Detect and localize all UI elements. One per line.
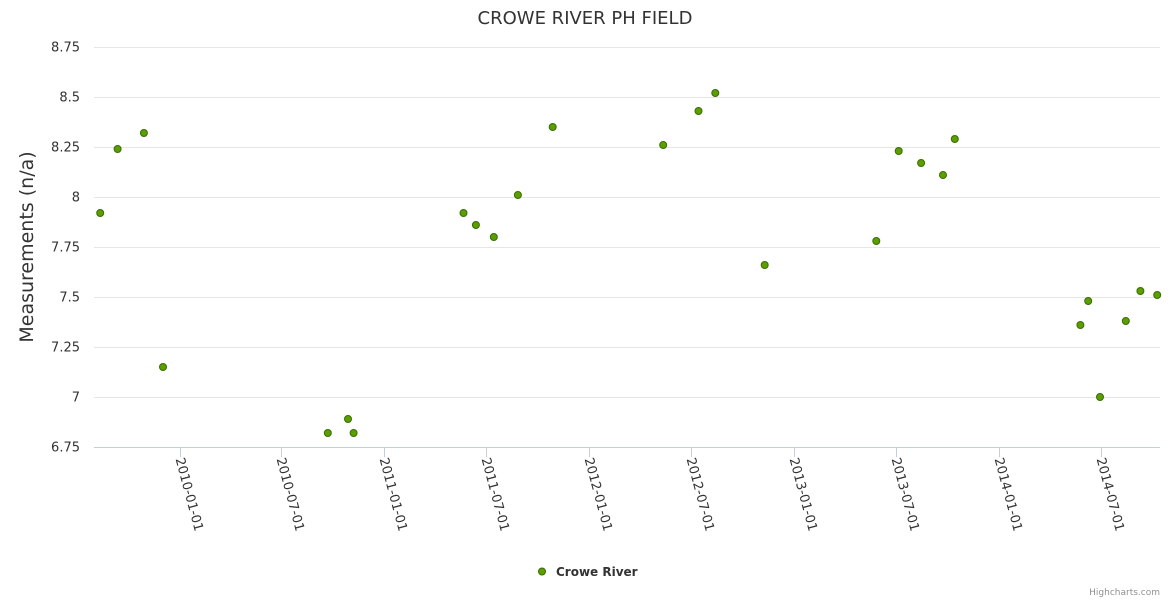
data-point[interactable]: [1121, 317, 1130, 325]
data-point[interactable]: [950, 135, 959, 143]
y-tick-label: 7.75: [51, 241, 80, 256]
data-point[interactable]: [1096, 393, 1104, 401]
data-point[interactable]: [694, 107, 703, 115]
y-axis-label: Measurements (n/a): [16, 151, 38, 342]
data-point[interactable]: [1136, 287, 1145, 295]
credits-link[interactable]: Highcharts.com: [1089, 588, 1160, 598]
data-point[interactable]: [344, 415, 352, 423]
y-tick-label: 7.5: [59, 291, 80, 306]
data-point[interactable]: [872, 237, 881, 245]
data-point[interactable]: [471, 221, 480, 229]
data-point[interactable]: [711, 89, 720, 97]
x-tick-label: 2013-07-01: [888, 456, 922, 533]
x-tick-label: 2010-01-01: [172, 456, 206, 533]
y-tick-label: 6.75: [51, 441, 80, 456]
x-tick-label: 2010-07-01: [273, 456, 307, 533]
y-tick-label: 8.5: [59, 91, 80, 106]
data-point[interactable]: [159, 363, 167, 371]
data-point[interactable]: [548, 123, 557, 131]
data-point[interactable]: [489, 233, 498, 241]
data-point[interactable]: [323, 429, 332, 437]
data-point[interactable]: [659, 141, 668, 149]
data-point[interactable]: [917, 159, 926, 167]
y-axis-ticks: 6.75 7 7.25 7.5 7.75 8 8.25 8.5 8.75: [51, 41, 80, 456]
x-tick-label: 2014-01-01: [991, 456, 1025, 533]
data-point[interactable]: [1076, 321, 1085, 329]
data-point[interactable]: [1084, 297, 1093, 305]
y-tick-label: 8: [72, 191, 80, 206]
data-point[interactable]: [96, 209, 105, 217]
legend[interactable]: Crowe River: [538, 565, 638, 579]
x-tick-label: 2013-01-01: [786, 456, 820, 533]
x-tick-label: 2011-07-01: [478, 456, 512, 533]
data-point[interactable]: [513, 191, 522, 199]
legend-label[interactable]: Crowe River: [556, 565, 638, 579]
x-axis-ticks: 2010-01-01 2010-07-01 2011-01-01 2011-07-01…: [172, 447, 1127, 533]
data-point[interactable]: [349, 429, 358, 437]
chart-title: CROWE RIVER PH FIELD: [478, 8, 693, 29]
data-point[interactable]: [113, 145, 122, 153]
y-tick-label: 7: [72, 391, 80, 406]
y-tick-label: 8.25: [51, 141, 80, 156]
x-tick-label: 2012-01-01: [581, 456, 615, 533]
data-point[interactable]: [939, 171, 947, 179]
data-point[interactable]: [760, 261, 769, 269]
y-tick-label: 8.75: [51, 41, 80, 56]
y-tick-label: 7.25: [51, 341, 80, 356]
data-point[interactable]: [459, 209, 468, 217]
x-tick-label: 2012-07-01: [683, 456, 717, 533]
x-tick-label: 2011-01-01: [376, 456, 410, 533]
y-gridlines: [94, 47, 1160, 398]
data-point[interactable]: [1153, 291, 1162, 299]
legend-marker-icon: [538, 567, 546, 576]
series-crowe-river[interactable]: [96, 89, 1162, 437]
data-point[interactable]: [139, 129, 148, 137]
x-tick-label: 2014-07-01: [1093, 456, 1127, 533]
data-point[interactable]: [894, 147, 903, 155]
